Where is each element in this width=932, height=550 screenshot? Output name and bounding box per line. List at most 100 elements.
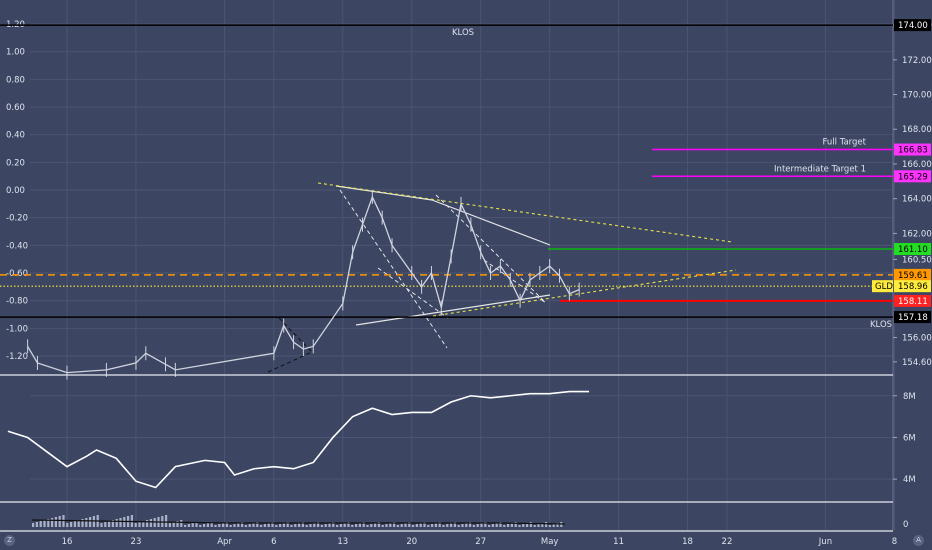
horizontal-levels: KLOS KLOS Full Target Intermediate Target 1 [0, 24, 893, 330]
volume-bar [210, 522, 213, 527]
volume-bar [263, 524, 266, 527]
volume-bar [374, 523, 377, 527]
volume-bar [54, 517, 57, 527]
volume-bar [195, 522, 198, 527]
indicator-tick-label: 6M [903, 433, 916, 443]
volume-bar [332, 522, 335, 527]
volume-bar [389, 523, 392, 527]
volume-bar [146, 520, 149, 527]
volume-bar [32, 523, 35, 527]
auto-scale-button[interactable]: A [913, 535, 924, 546]
symbol-tag [872, 280, 893, 293]
volume-bar [73, 521, 76, 527]
volume-bar [324, 524, 327, 527]
volume-bar [51, 518, 54, 527]
volume-bar [381, 525, 384, 527]
right-axis: 174.00 172.00 170.00 168.00 166.00 164.00 162.… [892, 0, 932, 530]
time-tick-label: 20 [406, 537, 417, 547]
volume-bar [514, 522, 517, 527]
volume-bar [442, 525, 445, 527]
price-badge [894, 243, 931, 256]
right-tick-label: 162.00 [902, 229, 932, 239]
trend-line [317, 182, 733, 243]
price-badge [894, 280, 931, 293]
volume-bar [39, 521, 42, 527]
volume-bar [85, 518, 88, 527]
volume-bar [476, 524, 479, 527]
left-tick-label: 0.40 [6, 131, 25, 141]
volume-bar [339, 524, 342, 527]
price-badge-label: 158.96 [898, 282, 928, 292]
volume-bar [206, 523, 209, 527]
volume-bar [522, 524, 525, 527]
indicator-tick-label: 4M [903, 475, 916, 485]
volume-bar [548, 525, 551, 527]
price-badge-label: 174.00 [898, 21, 928, 31]
volume-bar [309, 524, 312, 527]
level-label: Intermediate Target 1 [774, 164, 866, 174]
price-badge-label: 158.11 [898, 297, 928, 307]
left-tick-label: 0.80 [6, 75, 25, 85]
volume-bar [298, 523, 301, 527]
pane-separators[interactable] [0, 374, 893, 532]
grid-lines [30, 0, 895, 530]
drawing-tools [267, 182, 737, 373]
time-tick-label: May [541, 537, 559, 547]
left-tick-label: -0.60 [6, 269, 28, 279]
volume-bar [499, 522, 502, 527]
volume-bar [115, 519, 118, 527]
trend-line [377, 267, 449, 319]
volume-bar [385, 524, 388, 527]
left-tick-label: -0.80 [6, 297, 28, 307]
volume-bar [199, 525, 202, 527]
trend-line [335, 185, 433, 201]
right-tick-label: 172.00 [902, 56, 932, 66]
volume-bar [104, 522, 107, 527]
volume-bar [408, 522, 411, 527]
volume-bar [313, 523, 316, 527]
logo-icon[interactable]: Z [4, 535, 15, 546]
right-tick-label: 168.00 [902, 125, 932, 135]
volume-bar [362, 522, 365, 527]
time-tick-label: 11 [613, 537, 624, 547]
volume-bar [271, 522, 274, 527]
price-badge-label: 159.61 [898, 271, 928, 281]
volume-bar [336, 525, 339, 527]
time-tick-label: 18 [682, 537, 693, 547]
volume-bar [241, 522, 244, 527]
volume-bar [393, 522, 396, 527]
volume-bar [328, 523, 331, 527]
volume-bar [149, 519, 152, 527]
volume-bar [450, 523, 453, 527]
time-tick-label: 13 [337, 537, 348, 547]
volume-bar [529, 522, 532, 527]
volume-bar [552, 524, 555, 527]
trend-line [267, 351, 313, 373]
volume-bar [203, 524, 206, 527]
symbol-tag-label: GLD [875, 282, 893, 292]
volume-bar [176, 521, 179, 527]
volume-bar [70, 522, 73, 527]
right-tick-label: 156.00 [902, 334, 932, 344]
right-tick-label: 164.00 [902, 195, 932, 205]
volume-bar [286, 522, 289, 527]
price-badge-label: 161.10 [898, 245, 928, 255]
left-tick-label: -0.40 [6, 241, 28, 251]
trend-line [355, 294, 551, 326]
price-series [27, 189, 580, 380]
volume-bars [31, 515, 566, 527]
price-badge-label: 166.83 [898, 146, 928, 156]
price-badge-label: 157.18 [898, 313, 928, 323]
volume-bar [400, 524, 403, 527]
time-tick-label: 8 [892, 537, 897, 547]
volume-bar [305, 525, 308, 527]
volume-bar [108, 521, 111, 527]
volume-bar [119, 518, 122, 527]
time-tick-label: 27 [475, 537, 486, 547]
volume-bar [488, 525, 491, 527]
volume-bar [294, 524, 297, 527]
volume-bar [134, 523, 137, 527]
volume-bar [142, 521, 145, 527]
